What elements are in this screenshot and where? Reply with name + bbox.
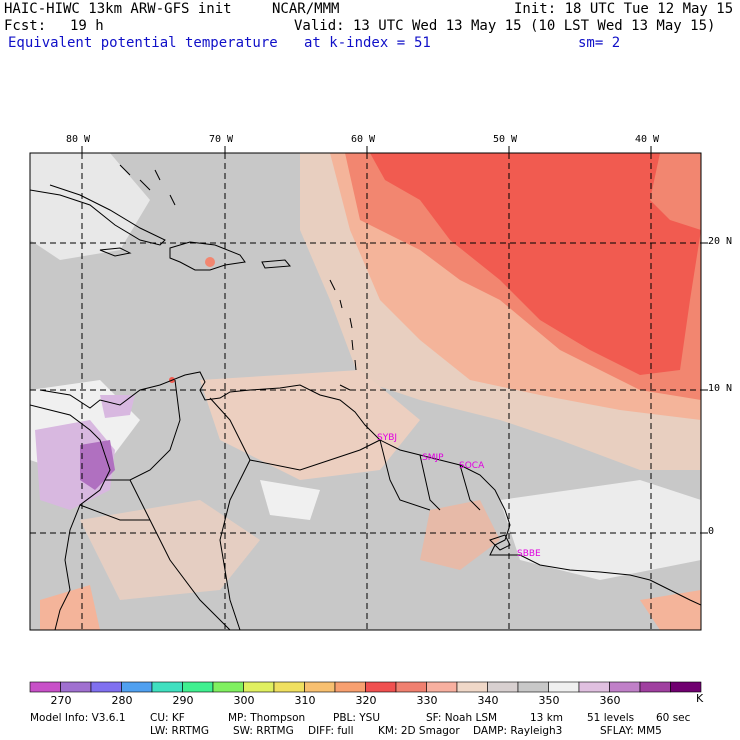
station-smjp: SMJP [422,453,444,463]
colorbar-swatch [487,681,519,693]
fcst-label: Fcst: [4,18,47,34]
smooth-label: sm= 2 [578,35,621,51]
theta-e-field [30,153,701,630]
colorbar-swatch [670,681,702,693]
colorbar-tick-label: 290 [172,694,194,707]
colorbar-swatch [548,681,580,693]
level-value: 51 [414,35,431,51]
colorbar-swatch [334,681,366,693]
footer-timestep: 60 sec [656,712,691,724]
coastlines [30,164,701,630]
colorbar-swatch [182,681,214,693]
colorbar-swatch [456,681,488,693]
colorbar-swatch [243,681,275,693]
lon-label-40w: 40 W [635,134,660,145]
field-name: Equivalent potential temperature [8,35,278,51]
footer-res: 13 km [530,712,564,724]
lon-label-80w: 80 W [66,134,91,145]
lat-label-10n: 10 N [708,383,733,394]
colorbar-swatch [60,681,92,693]
station-soca: SOCA [459,461,485,471]
footer-km: KM: 2D Smagor [378,725,460,737]
colorbar-swatch [121,681,153,693]
footer-mp: MP: Thompson [228,712,306,724]
station-sybj: SYBJ [377,433,397,443]
footer-cu: CU: KF [150,712,185,724]
colorbar-unit: K [696,692,704,705]
lon-ticks [81,146,708,534]
colorbar-swatch [212,681,244,693]
level-label: at k-index = [304,35,406,51]
colorbar-swatch [304,681,336,693]
colorbar-tick-label: 320 [355,694,377,707]
init-time: Init: 18 UTC Tue 12 May 15 [514,1,734,17]
lon-label-60w: 60 W [351,134,376,145]
fcst-value: 19 h [70,18,104,34]
colorbar-tick-label: 340 [477,694,499,707]
footer-pbl: PBL: YSU [333,712,381,724]
footer-damp: DAMP: Rayleigh3 [473,725,563,737]
colorbar-tick-label: 280 [111,694,133,707]
lon-label-50w: 50 W [493,134,518,145]
map-frame [29,152,702,631]
colorbar-swatch [90,681,122,693]
lat-label-20n: 20 N [708,236,733,247]
colorbar-swatch [395,681,427,693]
colorbar [29,681,702,693]
colorbar-swatch [517,681,549,693]
footer-levels: 51 levels [587,712,635,724]
footer-sflay: SFLAY: MM5 [600,725,662,737]
colorbar-swatch [639,681,671,693]
footer-model-info: Model Info: V3.6.1 [30,712,126,724]
lat-lon-grid [30,153,701,630]
colorbar-swatch [426,681,458,693]
lon-label-70w: 70 W [209,134,234,145]
footer-lw: LW: RRTMG [150,725,209,737]
colorbar-swatch [578,681,610,693]
lat-label-0: 0 [708,526,715,537]
footer-sw: SW: RRTMG [233,725,294,737]
colorbar-swatch [365,681,397,693]
colorbar-swatch [29,681,61,693]
station-sbbe: SBBE [517,549,541,559]
colorbar-swatch [151,681,183,693]
colorbar-tick-label: 310 [294,694,316,707]
model-title: HAIC-HIWC 13km ARW-GFS init [4,1,232,17]
colorbar-swatch [609,681,641,693]
org-label: NCAR/MMM [272,1,340,17]
colorbar-tick-label: 360 [599,694,621,707]
footer-sf: SF: Noah LSM [426,712,498,724]
valid-time: Valid: 13 UTC Wed 13 May 15 (10 LST Wed … [294,18,716,34]
colorbar-swatch [273,681,305,693]
colorbar-tick-label: 270 [50,694,72,707]
footer-diff: DIFF: full [308,725,354,737]
colorbar-tick-label: 300 [233,694,255,707]
colorbar-tick-label: 350 [538,694,560,707]
colorbar-tick-label: 330 [416,694,438,707]
